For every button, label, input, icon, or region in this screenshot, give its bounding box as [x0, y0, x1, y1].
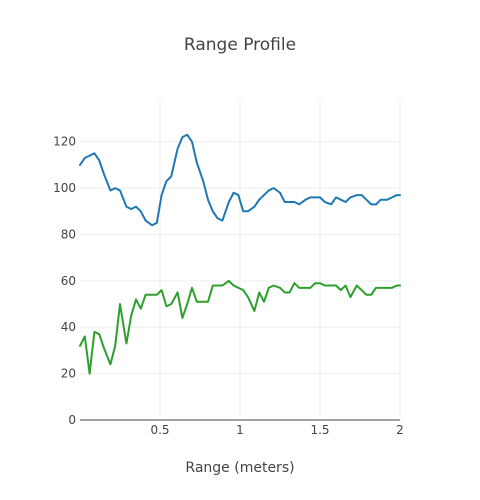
- series-line-1: [79, 133, 401, 227]
- y-tick-label: 80: [61, 227, 76, 241]
- x-tick-label: 1: [236, 423, 244, 437]
- y-tick-label: 40: [61, 320, 76, 334]
- x-tick-label: 0.5: [150, 423, 169, 437]
- x-axis-title: Range (meters): [185, 460, 294, 476]
- series-line-2: [79, 279, 401, 375]
- series-group: [79, 133, 401, 375]
- gridlines: [80, 100, 401, 420]
- x-tick-label: 2: [396, 423, 404, 437]
- y-tick-label: 120: [53, 135, 76, 149]
- y-tick-label: 20: [61, 367, 76, 381]
- axes: 0 20 40 60 80 100 120 0.5 1 1.5 2: [53, 135, 404, 437]
- x-tick-label: 1.5: [310, 423, 329, 437]
- y-tick-label: 60: [61, 274, 76, 288]
- y-tick-label: 100: [53, 181, 76, 195]
- y-tick-label: 0: [68, 413, 76, 427]
- chart-title: Range Profile: [184, 35, 296, 55]
